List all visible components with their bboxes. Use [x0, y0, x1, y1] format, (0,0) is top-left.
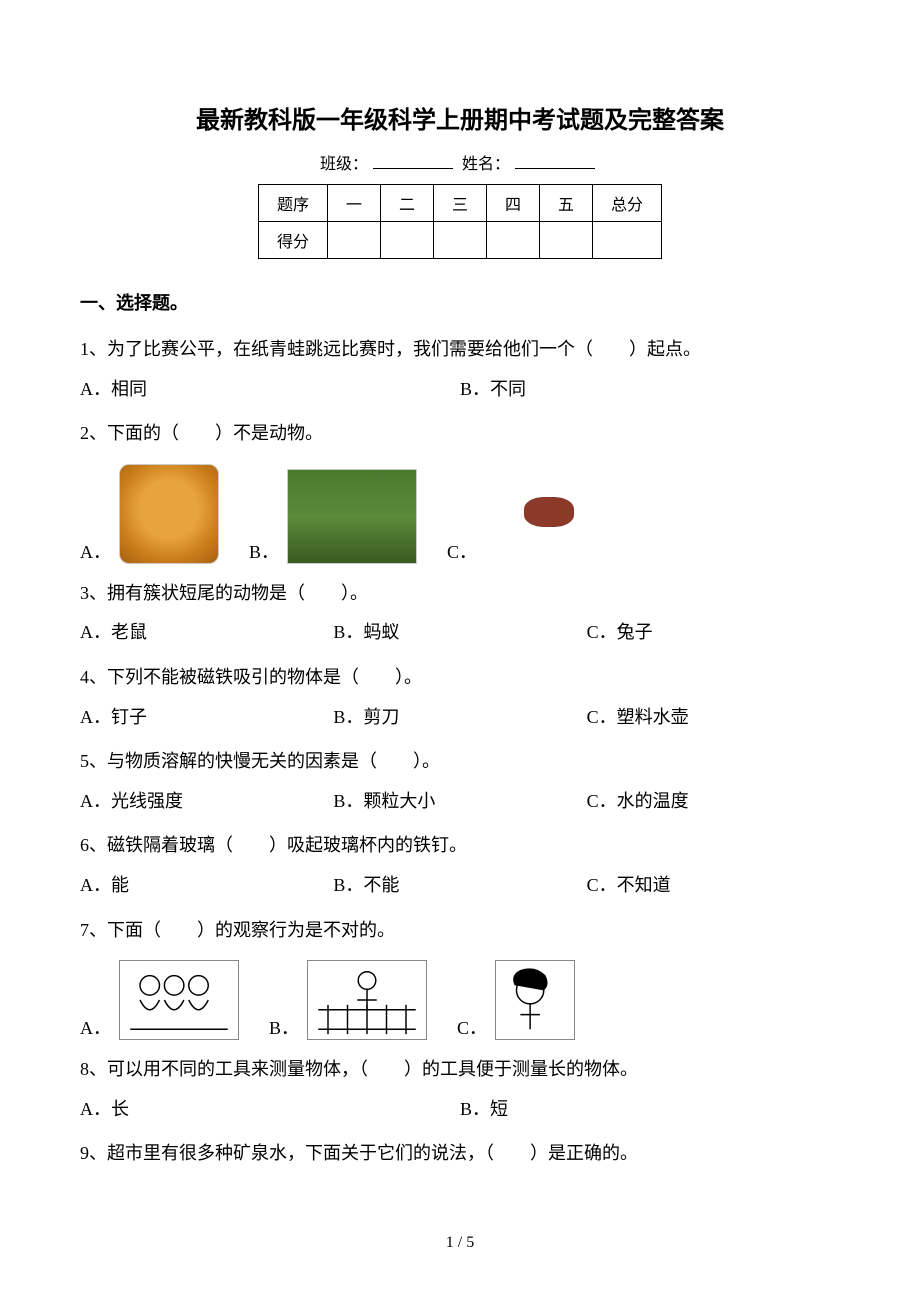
- cell: 一: [327, 185, 380, 222]
- option-b: B．颗粒大小: [333, 782, 586, 822]
- option-c: C．兔子: [587, 613, 840, 653]
- option-a: A．老鼠: [80, 613, 333, 653]
- question-7-options: A． B． C．: [80, 960, 840, 1040]
- cell: 四: [487, 185, 540, 222]
- question-5: 5、与物质溶解的快慢无关的因素是（ ）。: [80, 742, 840, 782]
- option-a: A．光线强度: [80, 782, 333, 822]
- question-3-options: A．老鼠 B．蚂蚁 C．兔子: [80, 613, 840, 653]
- cell: 得分: [258, 222, 327, 259]
- question-4-options: A．钉子 B．剪刀 C．塑料水壶: [80, 698, 840, 738]
- section-1-heading: 一、选择题。: [80, 289, 840, 315]
- question-5-options: A．光线强度 B．颗粒大小 C．水的温度: [80, 782, 840, 822]
- scorpion-image: [485, 469, 615, 564]
- option-a-label: A．: [80, 1014, 111, 1040]
- table-row: 得分: [258, 222, 661, 259]
- bug-image: [287, 469, 417, 564]
- question-9: 9、超市里有很多种矿泉水，下面关于它们的说法，（ ）是正确的。: [80, 1134, 840, 1174]
- option-a: A．钉子: [80, 698, 333, 738]
- score-table: 题序 一 二 三 四 五 总分 得分: [258, 184, 662, 259]
- question-2: 2、下面的（ ）不是动物。: [80, 414, 840, 454]
- cell: 二: [380, 185, 433, 222]
- option-a: A．相同: [80, 370, 460, 410]
- option-c: C．不知道: [587, 866, 840, 906]
- name-blank: [515, 168, 595, 169]
- girl-looking-sketch: [495, 960, 575, 1040]
- option-b: B．短: [460, 1090, 840, 1130]
- question-4: 4、下列不能被磁铁吸引的物体是（ ）。: [80, 658, 840, 698]
- class-blank: [373, 168, 453, 169]
- option-a-group: A．: [80, 464, 219, 564]
- table-row: 题序 一 二 三 四 五 总分: [258, 185, 661, 222]
- cell: 总分: [593, 185, 662, 222]
- option-b: B．剪刀: [333, 698, 586, 738]
- option-b-label: B．: [249, 538, 279, 564]
- class-label: 班级：: [320, 156, 368, 173]
- cell: [433, 222, 486, 259]
- girl-fence-sketch: [307, 960, 427, 1040]
- cell: 五: [540, 185, 593, 222]
- question-6: 6、磁铁隔着玻璃（ ）吸起玻璃杯内的铁钉。: [80, 826, 840, 866]
- option-c: C．水的温度: [587, 782, 840, 822]
- student-info-row: 班级： 姓名：: [80, 150, 840, 174]
- option-c-group: C．: [457, 960, 575, 1040]
- exam-title: 最新教科版一年级科学上册期中考试题及完整答案: [80, 100, 840, 135]
- question-8: 8、可以用不同的工具来测量物体，（ ）的工具便于测量长的物体。: [80, 1050, 840, 1090]
- question-3: 3、拥有簇状短尾的动物是（ ）。: [80, 574, 840, 614]
- option-c-label: C．: [457, 1014, 487, 1040]
- cell: [487, 222, 540, 259]
- option-b-group: B．: [249, 469, 417, 564]
- option-a-label: A．: [80, 538, 111, 564]
- option-c: C．塑料水壶: [587, 698, 840, 738]
- name-label: 姓名：: [462, 156, 510, 173]
- question-2-options: A． B． C．: [80, 464, 840, 564]
- children-playing-sketch: [119, 960, 239, 1040]
- question-1: 1、为了比赛公平，在纸青蛙跳远比赛时，我们需要给他们一个（ ）起点。: [80, 330, 840, 370]
- option-b: B．蚂蚁: [333, 613, 586, 653]
- question-1-options: A．相同 B．不同: [80, 370, 840, 410]
- question-7: 7、下面（ ）的观察行为是不对的。: [80, 911, 840, 951]
- option-b-group: B．: [269, 960, 427, 1040]
- option-b-label: B．: [269, 1014, 299, 1040]
- option-c-group: C．: [447, 469, 615, 564]
- cell: [593, 222, 662, 259]
- teddy-bear-image: [119, 464, 219, 564]
- option-a: A．长: [80, 1090, 460, 1130]
- cell: [327, 222, 380, 259]
- option-a-group: A．: [80, 960, 239, 1040]
- option-b: B．不能: [333, 866, 586, 906]
- cell: [540, 222, 593, 259]
- question-8-options: A．长 B．短: [80, 1090, 840, 1130]
- question-6-options: A．能 B．不能 C．不知道: [80, 866, 840, 906]
- cell: [380, 222, 433, 259]
- page-number: 1 / 5: [80, 1234, 840, 1252]
- option-c-label: C．: [447, 538, 477, 564]
- option-a: A．能: [80, 866, 333, 906]
- option-b: B．不同: [460, 370, 840, 410]
- cell: 题序: [258, 185, 327, 222]
- cell: 三: [433, 185, 486, 222]
